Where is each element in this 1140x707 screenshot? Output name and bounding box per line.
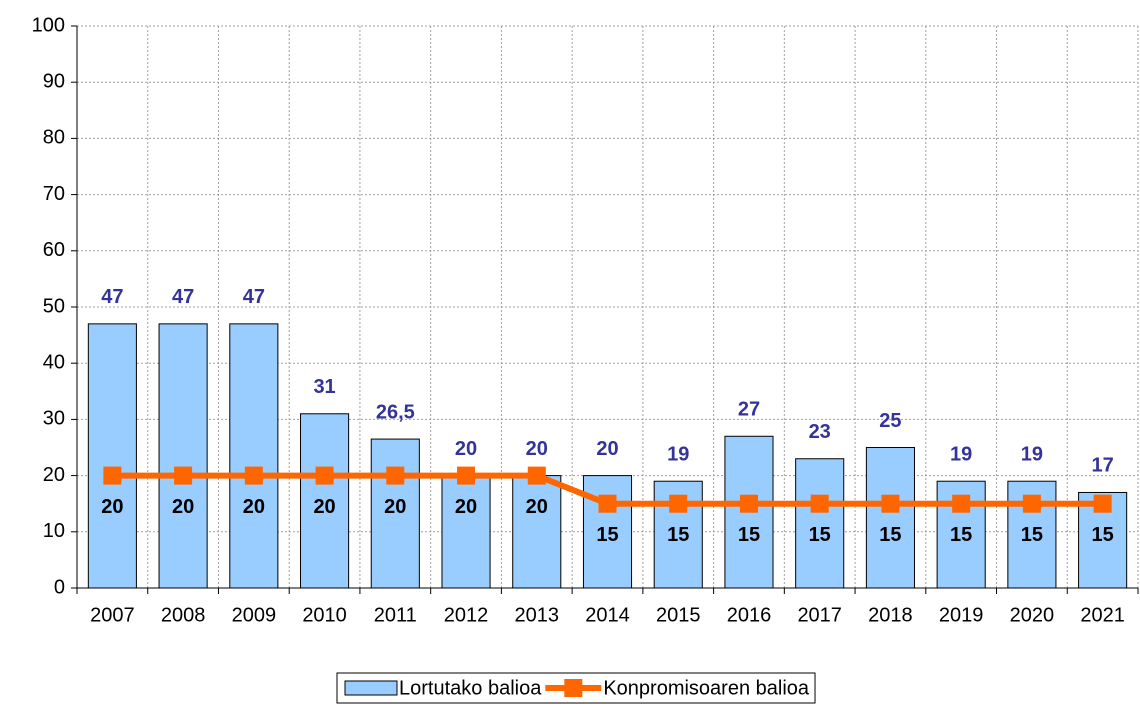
line-marker [1093,494,1112,513]
legend-swatch-marker [564,679,583,697]
x-tick-label: 2007 [90,604,135,626]
line-value-label: 20 [526,496,548,518]
y-tick-label: 50 [43,295,65,317]
line-marker [739,494,758,513]
bar-value-label: 26,5 [376,401,415,423]
line-value-label: 15 [667,524,689,546]
y-tick-label: 0 [54,576,65,598]
line-marker [527,466,546,485]
line-marker [315,466,334,485]
line-value-label: 15 [596,524,618,546]
x-tick-label: 2017 [797,604,842,626]
bar-value-label: 19 [1021,444,1043,466]
bar-value-label: 20 [596,438,618,460]
bar [582,475,633,589]
line-value-label: 20 [384,496,406,518]
bar-value-label: 23 [809,421,831,443]
y-tick-label: 70 [43,183,65,205]
legend-label: Lortutako balioa [399,677,542,699]
bar [300,413,350,589]
y-tick-label: 80 [43,127,65,149]
x-tick-label: 2019 [939,604,984,626]
y-tick-label: 20 [43,464,65,486]
legend: Lortutako balioa Konpromisoaren balioa [336,672,816,704]
legend-swatch [344,680,398,696]
bar [229,323,279,589]
x-tick-label: 2014 [585,604,630,626]
bar-value-label: 47 [101,286,123,308]
bar [865,447,915,589]
line-marker [457,466,476,485]
line-marker [174,466,193,485]
bar [87,323,137,589]
x-tick-label: 2012 [444,604,489,626]
line-value-label: 15 [1092,524,1114,546]
x-tick-label: 2021 [1080,604,1125,626]
bar-value-label: 20 [455,438,477,460]
x-tick-label: 2015 [656,604,701,626]
x-tick-label: 2011 [374,604,417,626]
bar-value-label: 17 [1092,455,1114,477]
line-marker [952,494,971,513]
line-marker [244,466,263,485]
bar [441,475,491,589]
line-marker [810,494,829,513]
y-tick-label: 40 [43,351,65,373]
y-tick-label: 100 [32,14,65,36]
line-marker [669,494,688,513]
line-value-label: 15 [879,524,901,546]
bar [158,323,208,589]
x-tick-label: 2009 [232,604,277,626]
line-marker [881,494,900,513]
y-tick-label: 90 [43,70,65,92]
bar-value-label: 31 [313,376,335,398]
bar-value-label: 19 [667,444,689,466]
bar-value-label: 20 [526,438,548,460]
line-marker [386,466,405,485]
bar-value-label: 47 [243,286,265,308]
bar [512,475,562,589]
bar [795,458,845,589]
line-value-label: 20 [313,496,335,518]
legend-label: Konpromisoaren balioa [603,677,810,699]
line-value-label: 20 [455,496,477,518]
line-value-label: 20 [101,496,123,518]
x-tick-label: 2018 [868,604,913,626]
x-tick-label: 2016 [727,604,772,626]
line-marker [598,494,617,513]
line-marker [103,466,122,485]
line-value-label: 15 [1021,524,1043,546]
line-value-label: 20 [243,496,265,518]
x-tick-label: 2008 [161,604,206,626]
x-tick-label: 2020 [1010,604,1055,626]
y-tick-label: 60 [43,239,65,261]
line-value-label: 15 [809,524,831,546]
bar-value-label: 25 [879,410,901,432]
line-marker [1022,494,1041,513]
line-value-label: 15 [738,524,760,546]
x-tick-label: 2010 [302,604,347,626]
bar [370,438,420,589]
bar-value-label: 19 [950,444,972,466]
line-value-label: 15 [950,524,972,546]
bar-value-label: 47 [172,286,194,308]
bar-value-label: 27 [738,399,760,421]
y-tick-label: 10 [43,520,65,542]
y-tick-label: 30 [43,408,65,430]
line-value-label: 20 [172,496,194,518]
x-tick-label: 2013 [515,604,560,626]
